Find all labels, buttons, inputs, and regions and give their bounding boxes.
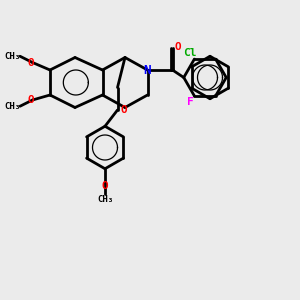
- Text: N: N: [144, 64, 151, 76]
- Text: O: O: [28, 58, 34, 68]
- Text: F: F: [187, 97, 194, 107]
- Text: O: O: [102, 181, 108, 191]
- Text: Cl: Cl: [183, 48, 196, 58]
- Text: CH₃: CH₃: [97, 196, 113, 205]
- Text: CH₃: CH₃: [4, 102, 21, 111]
- Text: O: O: [120, 105, 127, 115]
- Text: O: O: [174, 43, 181, 52]
- Text: CH₃: CH₃: [4, 52, 21, 61]
- Text: O: O: [28, 95, 34, 105]
